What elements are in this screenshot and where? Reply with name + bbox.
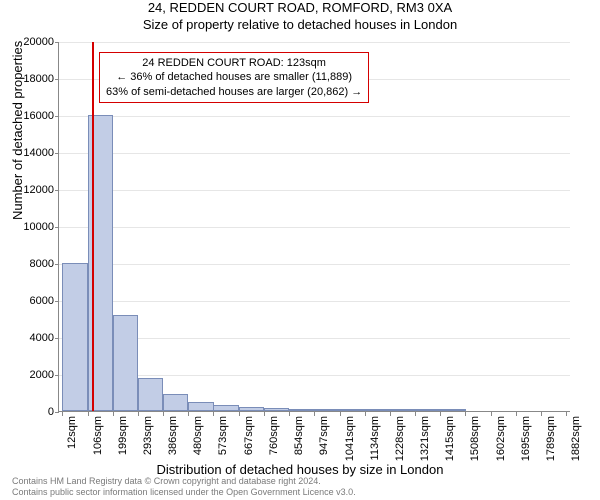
xtick-mark bbox=[113, 412, 114, 416]
histogram-bar bbox=[213, 405, 238, 411]
reference-line bbox=[92, 42, 94, 411]
xtick-mark bbox=[465, 412, 466, 416]
page-title: 24, REDDEN COURT ROAD, ROMFORD, RM3 0XA bbox=[0, 0, 600, 15]
xtick-label: 760sqm bbox=[268, 416, 280, 466]
ytick-label: 18000 bbox=[23, 73, 54, 85]
xtick-label: 1321sqm bbox=[419, 416, 431, 466]
xtick-label: 947sqm bbox=[318, 416, 330, 466]
ytick-mark bbox=[55, 412, 59, 413]
callout-box: 24 REDDEN COURT ROAD: 123sqm← 36% of det… bbox=[99, 52, 369, 103]
ytick-mark bbox=[55, 301, 59, 302]
ytick-mark bbox=[55, 338, 59, 339]
gridline-h bbox=[59, 264, 570, 265]
ytick-mark bbox=[55, 116, 59, 117]
callout-line: 63% of semi-detached houses are larger (… bbox=[106, 85, 362, 99]
plot-area: 0200040006000800010000120001400016000180… bbox=[58, 42, 570, 412]
xtick-label: 1695sqm bbox=[520, 416, 532, 466]
xtick-mark bbox=[188, 412, 189, 416]
xtick-mark bbox=[365, 412, 366, 416]
footer-attribution: Contains HM Land Registry data © Crown c… bbox=[12, 476, 356, 498]
histogram-bar bbox=[138, 378, 163, 411]
ytick-label: 20000 bbox=[23, 36, 54, 48]
ytick-label: 6000 bbox=[30, 295, 54, 307]
histogram-bar bbox=[415, 409, 440, 411]
xtick-label: 1789sqm bbox=[545, 416, 557, 466]
ytick-label: 4000 bbox=[30, 332, 54, 344]
xtick-label: 1041sqm bbox=[344, 416, 356, 466]
histogram-bar bbox=[163, 394, 188, 411]
xtick-mark bbox=[440, 412, 441, 416]
histogram-bar bbox=[239, 407, 264, 411]
xtick-label: 573sqm bbox=[217, 416, 229, 466]
ytick-label: 12000 bbox=[23, 184, 54, 196]
ytick-label: 2000 bbox=[30, 369, 54, 381]
xtick-label: 1882sqm bbox=[570, 416, 582, 466]
xtick-label: 1415sqm bbox=[444, 416, 456, 466]
xtick-mark bbox=[264, 412, 265, 416]
ytick-mark bbox=[55, 190, 59, 191]
ytick-mark bbox=[55, 264, 59, 265]
histogram-bar bbox=[390, 409, 415, 411]
xtick-mark bbox=[541, 412, 542, 416]
xtick-mark bbox=[138, 412, 139, 416]
ytick-label: 8000 bbox=[30, 258, 54, 270]
gridline-h bbox=[59, 42, 570, 43]
ytick-label: 14000 bbox=[23, 147, 54, 159]
xtick-mark bbox=[516, 412, 517, 416]
ytick-mark bbox=[55, 227, 59, 228]
xtick-label: 1508sqm bbox=[469, 416, 481, 466]
xtick-mark bbox=[491, 412, 492, 416]
xtick-mark bbox=[415, 412, 416, 416]
xtick-mark bbox=[239, 412, 240, 416]
histogram-bar bbox=[289, 409, 314, 411]
xtick-label: 199sqm bbox=[117, 416, 129, 466]
x-axis-label: Distribution of detached houses by size … bbox=[0, 462, 600, 477]
xtick-mark bbox=[390, 412, 391, 416]
xtick-mark bbox=[314, 412, 315, 416]
gridline-h bbox=[59, 301, 570, 302]
histogram-bar bbox=[365, 409, 390, 411]
gridline-h bbox=[59, 116, 570, 117]
callout-line: ← 36% of detached houses are smaller (11… bbox=[106, 70, 362, 84]
xtick-mark bbox=[213, 412, 214, 416]
xtick-label: 667sqm bbox=[243, 416, 255, 466]
histogram-bar bbox=[440, 409, 465, 411]
xtick-mark bbox=[566, 412, 567, 416]
xtick-label: 293sqm bbox=[142, 416, 154, 466]
page-subtitle: Size of property relative to detached ho… bbox=[0, 17, 600, 32]
histogram-bar bbox=[314, 409, 339, 411]
xtick-label: 106sqm bbox=[92, 416, 104, 466]
histogram-bar bbox=[264, 408, 289, 411]
xtick-label: 1134sqm bbox=[369, 416, 381, 466]
gridline-h bbox=[59, 227, 570, 228]
ytick-label: 0 bbox=[48, 406, 54, 418]
ytick-mark bbox=[55, 375, 59, 376]
footer-line-1: Contains HM Land Registry data © Crown c… bbox=[12, 476, 356, 487]
gridline-h bbox=[59, 190, 570, 191]
ytick-label: 16000 bbox=[23, 110, 54, 122]
xtick-mark bbox=[88, 412, 89, 416]
chart-area: 0200040006000800010000120001400016000180… bbox=[58, 42, 570, 412]
ytick-mark bbox=[55, 79, 59, 80]
histogram-bar bbox=[113, 315, 138, 411]
xtick-label: 386sqm bbox=[167, 416, 179, 466]
ytick-label: 10000 bbox=[23, 221, 54, 233]
xtick-mark bbox=[62, 412, 63, 416]
xtick-mark bbox=[289, 412, 290, 416]
xtick-label: 12sqm bbox=[66, 416, 78, 466]
xtick-label: 1228sqm bbox=[394, 416, 406, 466]
xtick-mark bbox=[163, 412, 164, 416]
xtick-label: 1602sqm bbox=[495, 416, 507, 466]
gridline-h bbox=[59, 153, 570, 154]
histogram-bar bbox=[340, 409, 365, 411]
ytick-mark bbox=[55, 42, 59, 43]
footer-line-2: Contains public sector information licen… bbox=[12, 487, 356, 498]
callout-line: 24 REDDEN COURT ROAD: 123sqm bbox=[106, 56, 362, 70]
xtick-mark bbox=[340, 412, 341, 416]
xtick-label: 854sqm bbox=[293, 416, 305, 466]
ytick-mark bbox=[55, 153, 59, 154]
histogram-bar bbox=[188, 402, 213, 411]
xtick-label: 480sqm bbox=[192, 416, 204, 466]
histogram-bar bbox=[62, 263, 87, 411]
